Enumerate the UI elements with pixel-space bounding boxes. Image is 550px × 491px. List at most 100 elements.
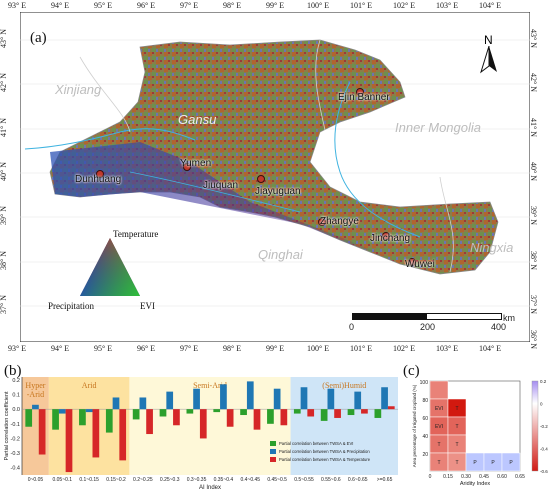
- lon-tick: 93° E: [8, 1, 27, 10]
- bar: [354, 391, 362, 410]
- lon-tick: 95° E: [94, 1, 113, 10]
- lat-tick: 39° N: [0, 206, 8, 225]
- heatmap-cell-label: EVI: [435, 424, 443, 430]
- heatmap-x-tick: 0.45: [479, 474, 489, 480]
- heatmap-y-tick: 100: [420, 380, 429, 386]
- colorbar-tick: 0.2: [540, 379, 547, 384]
- region-inner-mongolia: Inner Mongolia: [395, 120, 481, 135]
- x-tick-label: 0.1~0.15: [79, 477, 99, 483]
- x-tick-label: 0.25~0.3: [160, 477, 180, 483]
- lat-tick: 42° N: [0, 73, 8, 92]
- x-tick-label: 0.5~0.55: [294, 477, 314, 483]
- region-xinjiang: Xinjiang: [55, 82, 102, 97]
- bar: [320, 409, 328, 421]
- scale-label: 400: [491, 322, 507, 332]
- bar: [240, 409, 247, 416]
- heatmap-cell-label: T: [437, 442, 440, 448]
- bar: [293, 409, 301, 414]
- panel-b-label: (b): [4, 363, 22, 379]
- bar: [25, 409, 33, 427]
- heatmap-x-tick: 0.60: [497, 474, 507, 480]
- heatmap-y-tick: 60: [422, 416, 428, 422]
- legend-swatch: [270, 457, 276, 462]
- y-tick-label: -0.4: [11, 466, 20, 472]
- zone-label-hyper: Hyper: [25, 381, 45, 390]
- colorbar-tick: 0: [540, 402, 543, 407]
- y-tick-label: 0.2: [12, 378, 20, 384]
- scale-unit: km: [503, 313, 515, 323]
- heatmap-chart: EVI EVI T T T T T T P P P 20 40 60 80 100 0 0.15 0.30 0.45 0…: [412, 379, 548, 487]
- y-tick-label: 0.1: [12, 393, 20, 399]
- bar: [85, 409, 93, 413]
- lon-tick: 102° E: [393, 1, 416, 10]
- bar: [253, 409, 261, 430]
- bar: [300, 387, 308, 410]
- colorbar-tick: -0.2: [540, 424, 548, 429]
- city-zhangye: Zhangye: [320, 216, 359, 227]
- lon-tick: 100° E: [307, 1, 330, 10]
- zone-band-semi: [129, 377, 291, 475]
- bar: [159, 409, 167, 417]
- lon-tick: 98° E: [223, 1, 242, 10]
- region-ningxia: Ningxia: [470, 240, 514, 255]
- city-marker: [408, 258, 416, 266]
- city-marker: [96, 170, 104, 178]
- lat-tick: 43° N: [0, 29, 8, 48]
- x-tick-label: 0.15~0.2: [106, 477, 126, 483]
- x-tick-label: >=0.65: [377, 477, 393, 483]
- lat-tick: 37° N: [0, 295, 8, 314]
- bar: [280, 409, 288, 426]
- heatmap-cell-label: T: [455, 424, 458, 430]
- heatmap-x-tick: 0: [429, 474, 432, 480]
- city-dunhuang: Dunhuang: [75, 174, 122, 185]
- lon-tick: 96° E: [137, 344, 156, 353]
- zone-label-hyper: -Arid: [27, 390, 44, 399]
- map-panel: 93° E 94° E 95° E 96° E 97° E 98° E 99° …: [0, 1, 538, 353]
- city-marker: [257, 175, 265, 183]
- legend-evi: EVI: [140, 301, 155, 311]
- lon-tick: 96° E: [137, 1, 156, 10]
- colorbar: [531, 380, 539, 472]
- heatmap-x-label: Aridity Index: [460, 481, 491, 487]
- bar: [199, 409, 207, 439]
- x-tick-label: 0~0.05: [28, 477, 44, 483]
- bar: [38, 409, 46, 455]
- heatmap-y-tick: 40: [422, 434, 428, 440]
- legend-swatch: [270, 441, 276, 446]
- bar: [220, 384, 227, 410]
- zone-label-semi: Semi-Arid: [193, 381, 227, 390]
- colorbar-tick: -0.6: [540, 469, 548, 474]
- bar: [146, 409, 153, 435]
- bar: [327, 388, 335, 410]
- lat-tick: 40° N: [528, 162, 538, 181]
- bar: [246, 381, 254, 410]
- x-tick-label: 0.4~0.45: [240, 477, 260, 483]
- x-tick-label: 0.3~0.35: [187, 477, 207, 483]
- city-jinchang: Jinchang: [370, 233, 411, 244]
- lat-tick: 40° N: [0, 162, 8, 181]
- ternary-color-legend: [80, 238, 140, 296]
- lon-tick: 104° E: [479, 344, 502, 353]
- panel-a-label: (a): [30, 30, 47, 46]
- heatmap-cell-label: T: [455, 406, 458, 412]
- bar-chart: Hyper-Arid Arid Semi-Arid (Semi)Humid 0.2 0.1…: [4, 377, 398, 491]
- bar: [213, 409, 221, 413]
- bar: [334, 409, 341, 418]
- region-qinghai: Qinghai: [258, 247, 303, 262]
- lon-tick: 100° E: [307, 344, 330, 353]
- lon-tick: 94° E: [51, 1, 70, 10]
- bar: [226, 409, 234, 427]
- heatmap-cell-label: T: [437, 460, 440, 466]
- heatmap-cell-label: T: [455, 442, 458, 448]
- lon-tick: 101° E: [350, 344, 373, 353]
- bar: [58, 409, 66, 414]
- city-marker: [382, 232, 390, 240]
- heatmap-cell-label: P: [491, 460, 495, 466]
- lon-tick: 101° E: [350, 1, 373, 10]
- city-jiuquan: Jiuquan: [203, 180, 239, 191]
- lat-tick: 41° N: [0, 118, 8, 137]
- lat-tick: 41° N: [528, 118, 538, 137]
- lon-tick: 99° E: [266, 344, 285, 353]
- lon-tick: 103° E: [436, 1, 459, 10]
- lat-tick: 36° N: [528, 330, 538, 349]
